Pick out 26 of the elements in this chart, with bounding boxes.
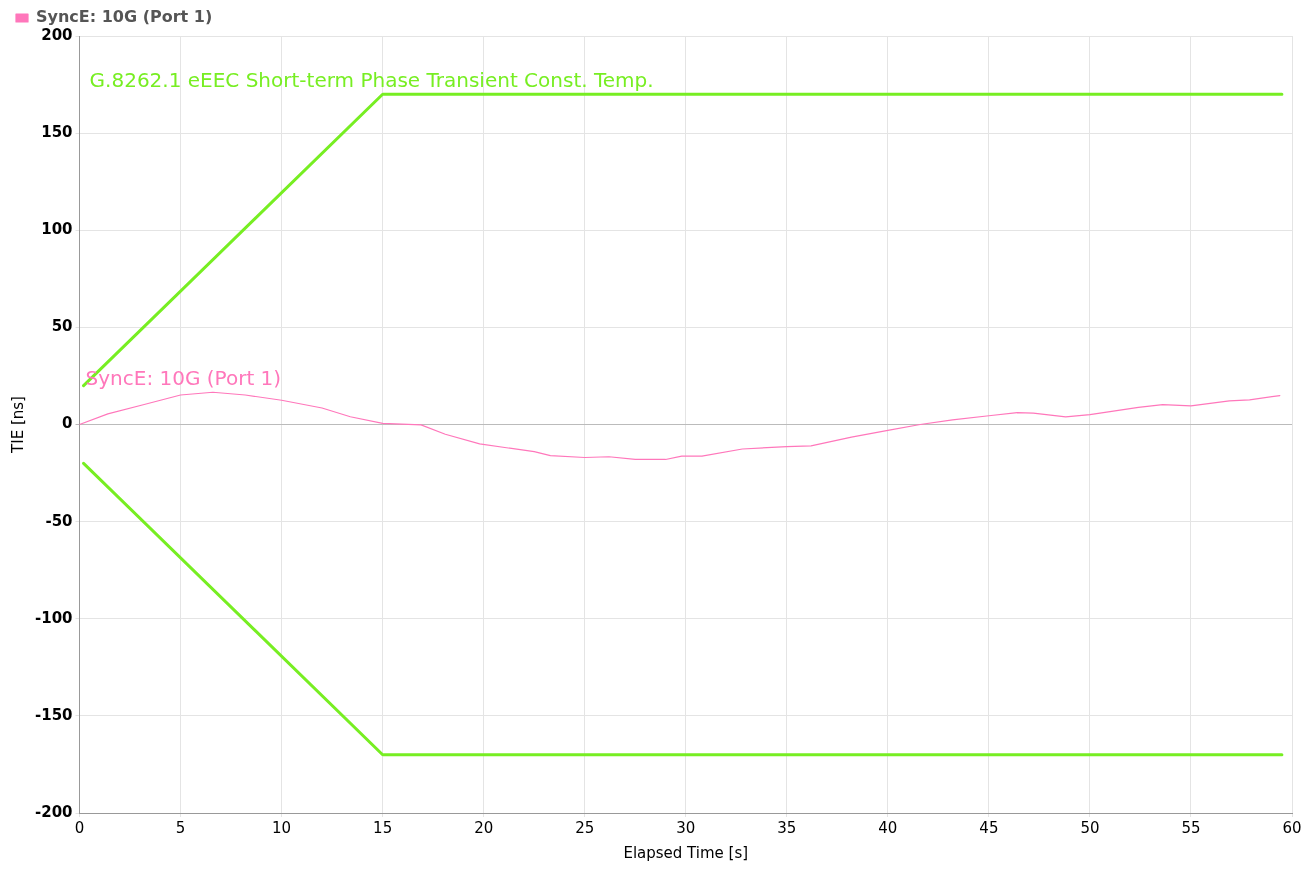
series-label: G.8262.1 eEEC Short-term Phase Transient Const. Temp. (89, 68, 654, 93)
x-tick-label: 35 (777, 818, 797, 837)
x-tick-label: 5 (175, 818, 186, 837)
x-tick-label: 0 (74, 818, 85, 837)
x-tick-label: 10 (272, 818, 292, 837)
x-tick-label: 55 (1181, 818, 1201, 837)
x-tick-label: 30 (676, 818, 696, 837)
y-tick-label: 50 (51, 317, 73, 336)
x-tick-label: 50 (1080, 818, 1100, 837)
y-tick-label: -100 (34, 608, 73, 627)
y-tick-label: 100 (41, 220, 73, 239)
y-tick-label: 200 (41, 25, 73, 44)
y-tick-label: -150 (34, 705, 73, 724)
y-tick-label: -50 (45, 511, 73, 530)
x-axis-title: Elapsed Time [s] (623, 843, 749, 862)
y-tick-label: 0 (62, 414, 73, 433)
x-tick-label: 40 (878, 818, 898, 837)
legend-label: SyncE: 10G (Port 1) (36, 7, 213, 27)
x-tick-label: 20 (474, 818, 494, 837)
x-tick-label: 25 (575, 818, 595, 837)
x-tick-label: 60 (1282, 818, 1302, 837)
y-tick-label: 150 (41, 123, 73, 142)
y-tick-label: -200 (34, 802, 73, 821)
y-axis-title: TIE [ns] (8, 396, 27, 454)
x-tick-label: 45 (979, 818, 999, 837)
x-tick-label: 15 (373, 818, 393, 837)
